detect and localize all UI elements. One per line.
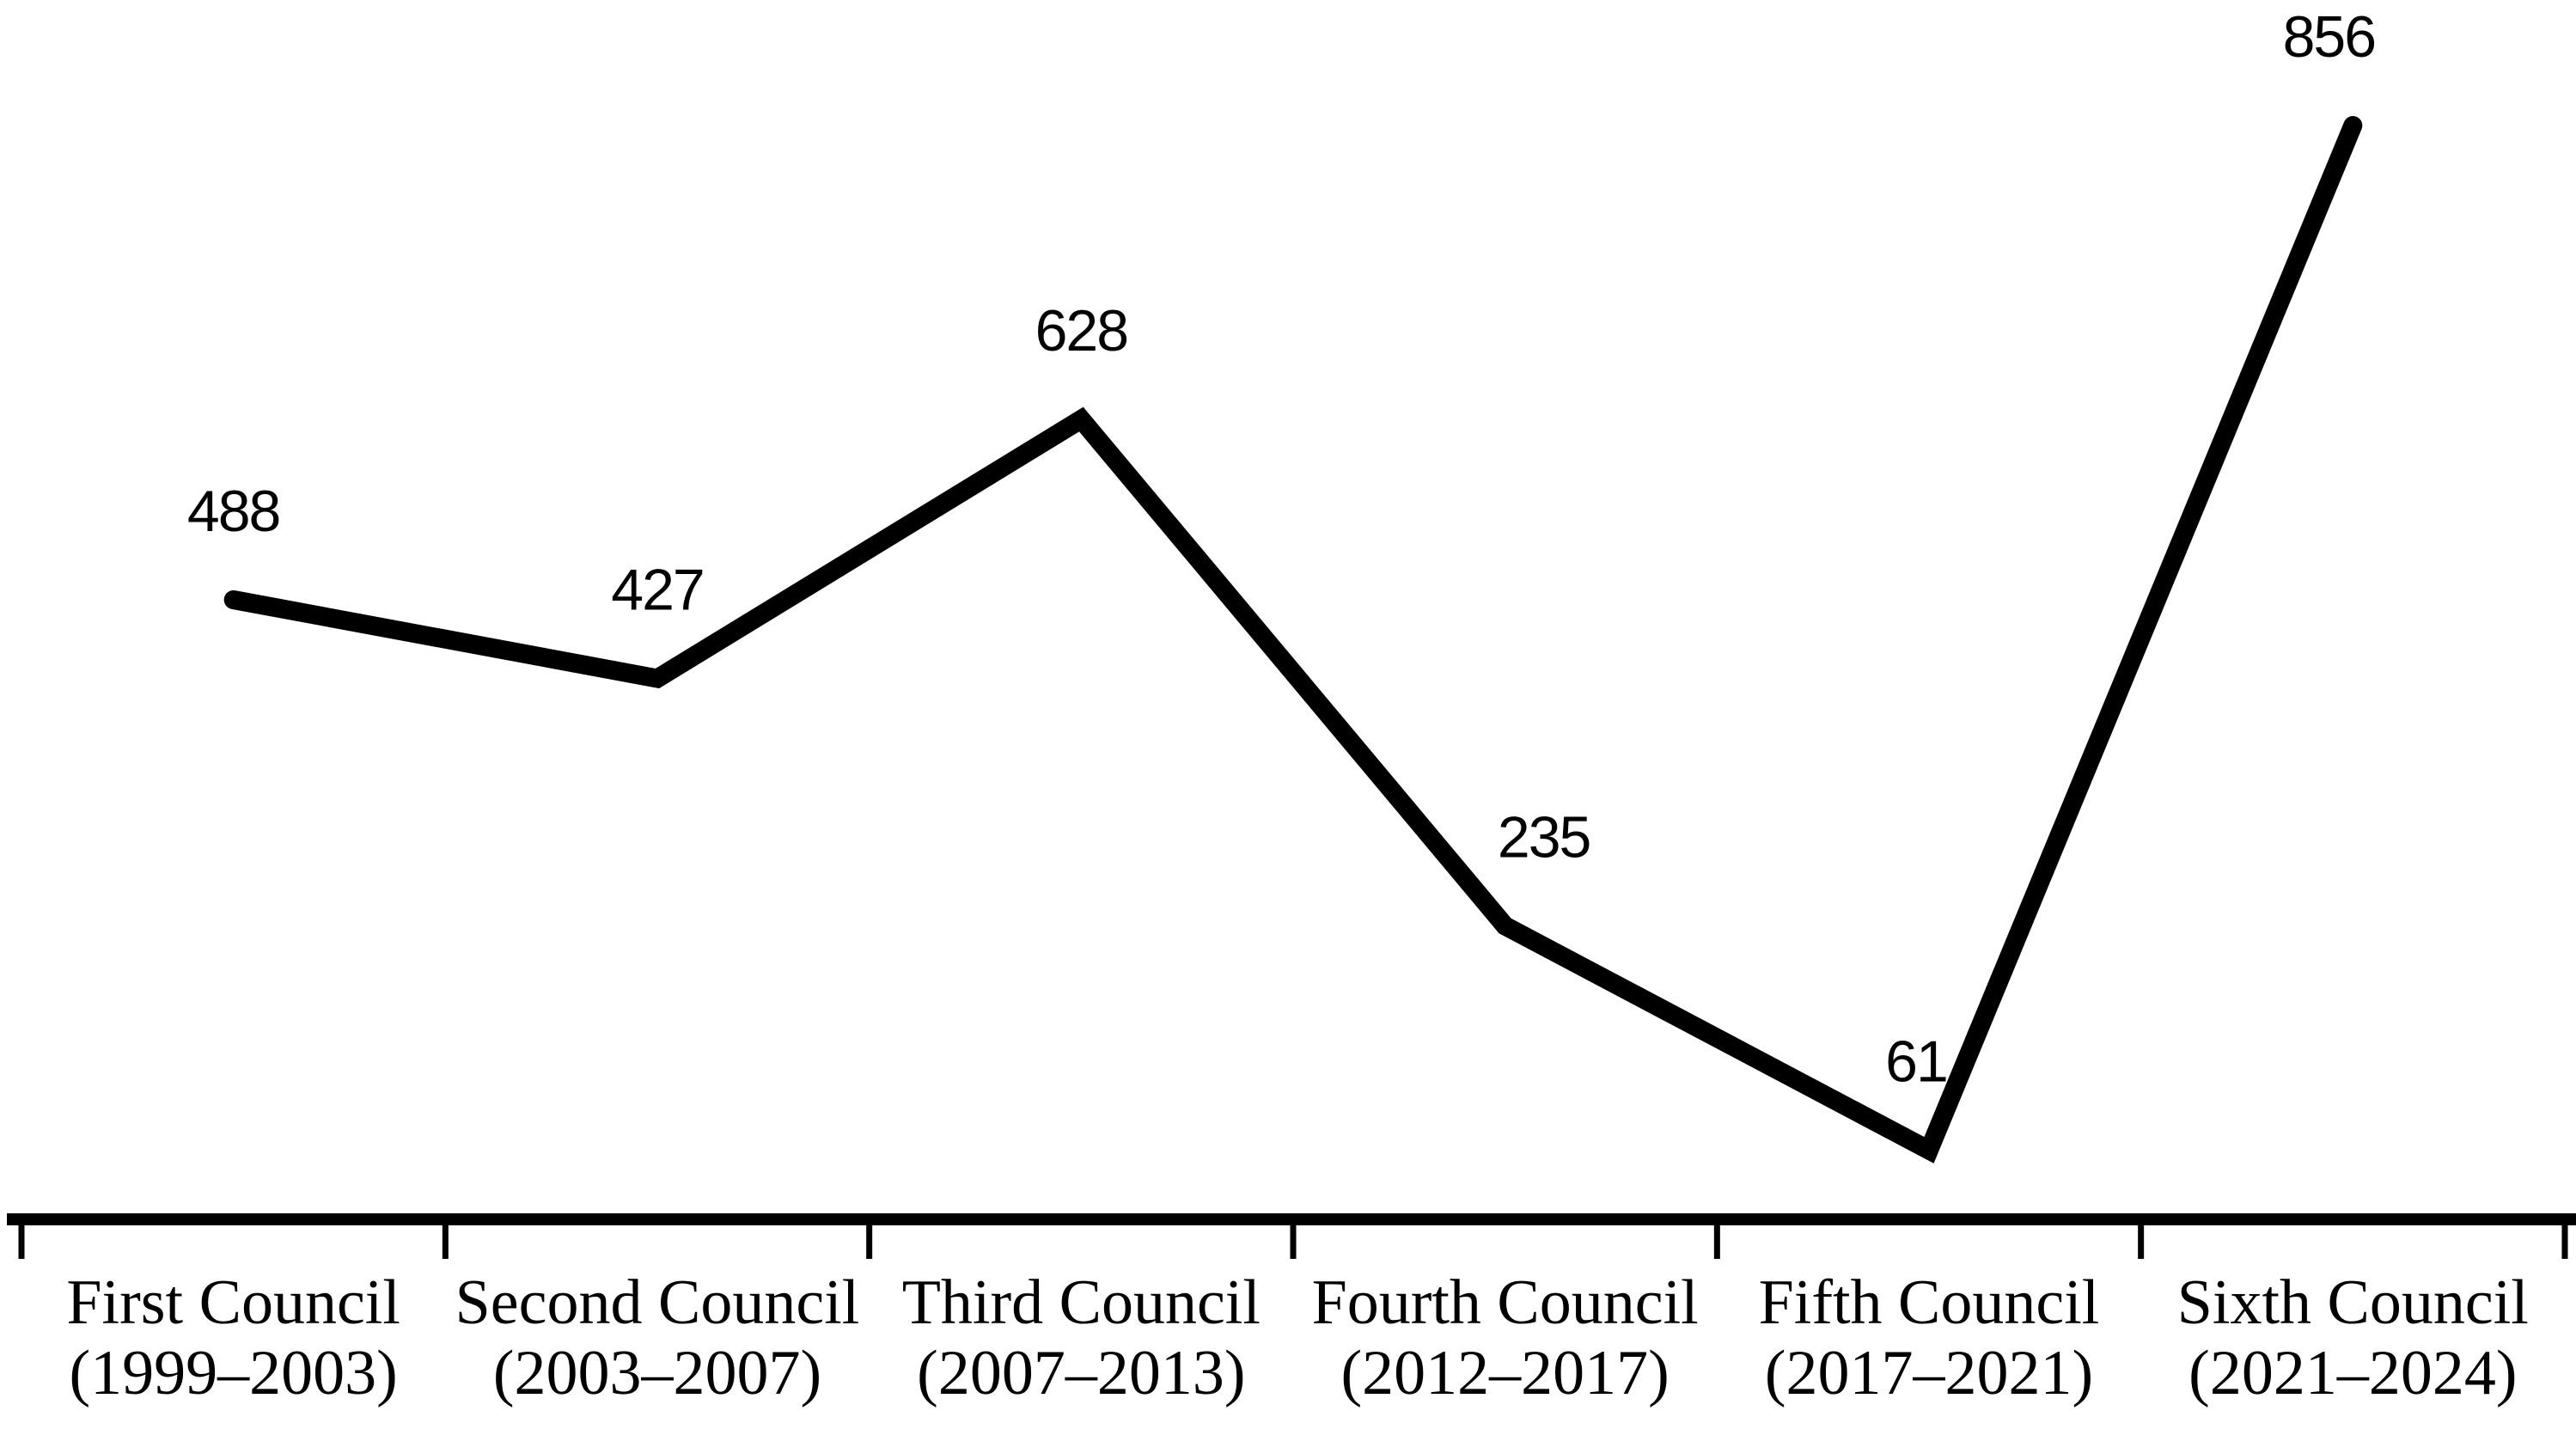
data-point-label: 856 [2283, 4, 2375, 70]
data-point-label: 427 [611, 558, 703, 623]
x-axis-label-name: Third Council [902, 1267, 1261, 1338]
x-axis-label-name: Second Council [455, 1267, 860, 1338]
x-axis-label-years: (1999–2003) [70, 1338, 398, 1408]
x-axis-label-years: (2017–2021) [1765, 1338, 2093, 1408]
data-point-label: 61 [1885, 1029, 1947, 1095]
x-axis-label-name: Fifth Council [1759, 1267, 2100, 1338]
x-axis-label-name: First Council [66, 1267, 400, 1338]
data-point-label: 235 [1498, 805, 1590, 870]
x-axis-label-years: (2007–2013) [917, 1338, 1245, 1408]
data-point-label: 488 [187, 479, 279, 544]
data-line [223, 116, 2363, 1163]
x-axis-label-years: (2003–2007) [493, 1338, 821, 1408]
x-axis-label-name: Sixth Council [2177, 1267, 2529, 1338]
x-axis-label-years: (2021–2024) [2188, 1338, 2517, 1408]
data-point-label: 628 [1035, 298, 1127, 363]
x-axis-label-years: (2012–2017) [1341, 1338, 1670, 1408]
x-axis-label-name: Fourth Council [1312, 1267, 1699, 1338]
